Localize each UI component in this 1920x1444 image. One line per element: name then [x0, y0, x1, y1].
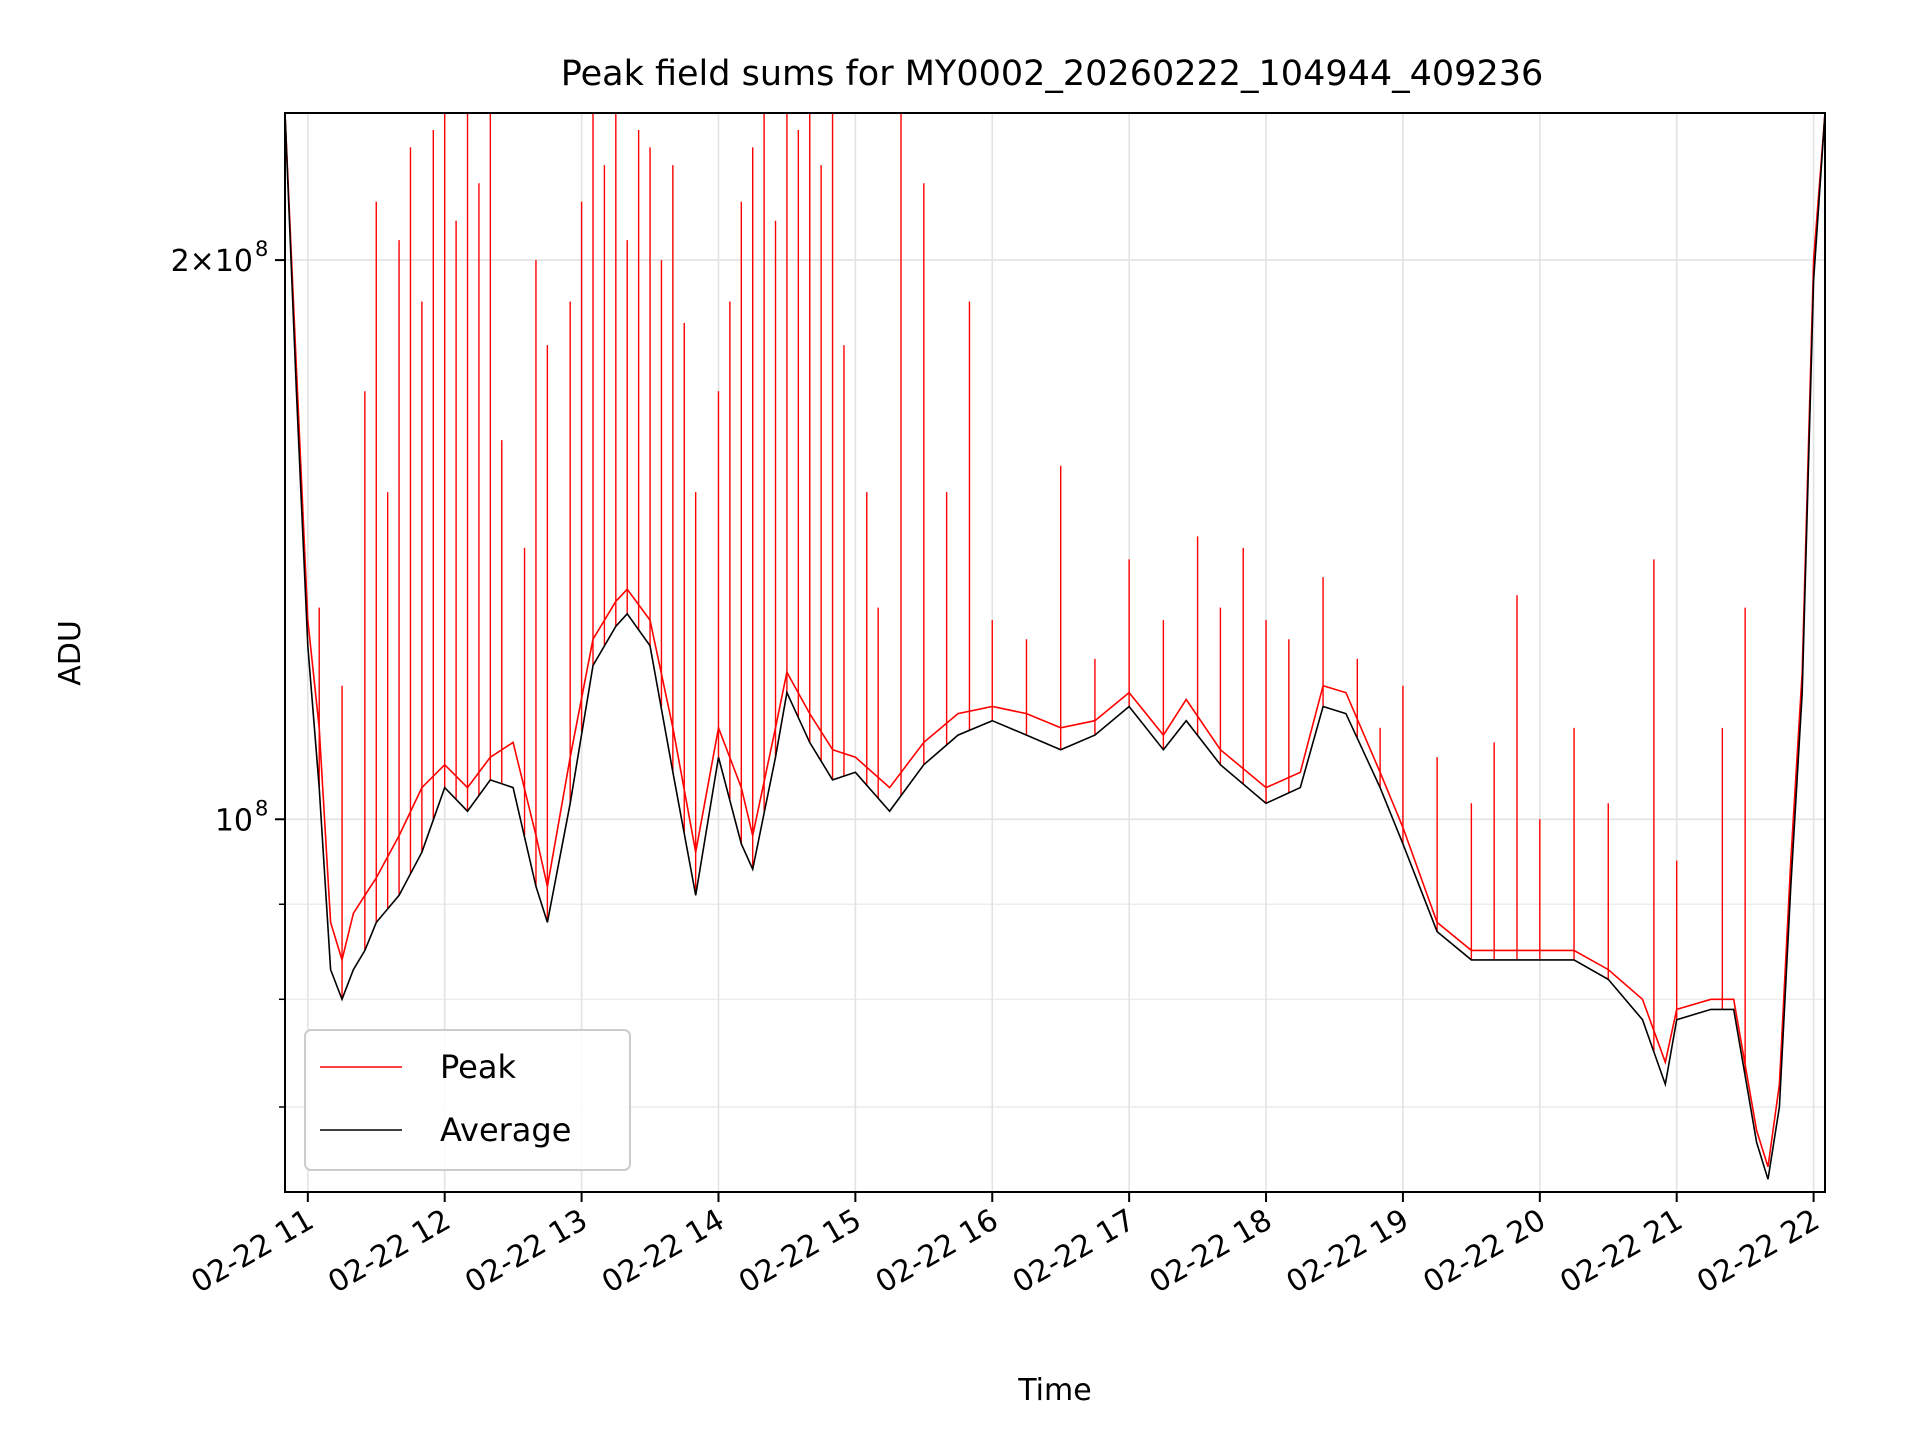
- legend-label-peak: Peak: [440, 1048, 516, 1086]
- plot-area: [285, 113, 1825, 1180]
- y-axis-label: ADU: [53, 620, 88, 686]
- y-tick-label: 10: [215, 803, 253, 838]
- series-line-average: [285, 113, 1825, 1180]
- y-tick-exponent: 8: [255, 237, 268, 261]
- y-tick-label: 2×10: [171, 244, 253, 279]
- chart-title: Peak field sums for MY0002_20260222_1049…: [561, 54, 1544, 94]
- series-layer: [285, 113, 1825, 1180]
- legend: Peak Average: [304, 1029, 631, 1171]
- legend-label-average: Average: [440, 1111, 571, 1149]
- x-axis-label: Time: [1017, 1373, 1091, 1408]
- y-axis: 10 82×10 8: [171, 237, 285, 1108]
- legend-box: [304, 1029, 631, 1171]
- plot-frame: [284, 112, 1826, 1193]
- y-tick-exponent: 8: [255, 796, 268, 820]
